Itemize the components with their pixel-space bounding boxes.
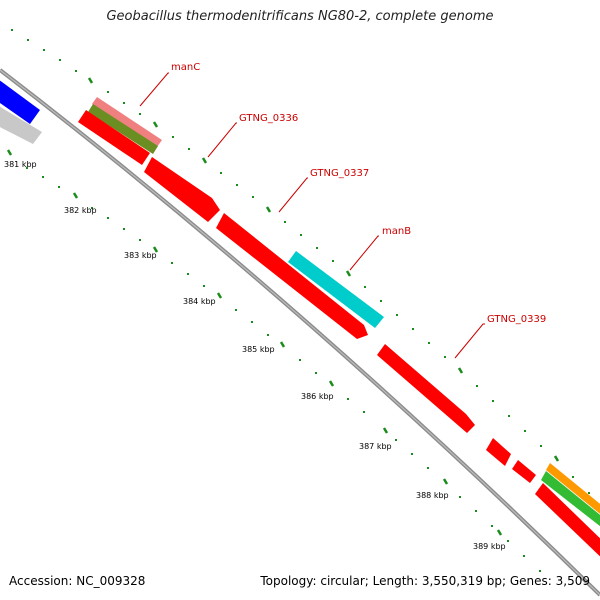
ruler-label-389: 389 kbp	[473, 542, 506, 551]
ruler-label-388: 388 kbp	[416, 491, 449, 500]
ruler-label-386: 386 kbp	[301, 392, 334, 401]
gene-label-gtng0336[interactable]: GTNG_0336	[239, 113, 298, 124]
cds-arrow-1[interactable]	[78, 110, 150, 165]
inner-ruler-ticks	[6, 149, 503, 536]
outer-ruler-ticks	[87, 77, 560, 462]
leader-manc	[139, 72, 169, 107]
feature-manc-olive[interactable]	[88, 104, 158, 154]
leader-gtng0336	[207, 122, 237, 158]
ruler-label-382: 382 kbp	[64, 206, 97, 215]
cds-arrow-small-2[interactable]	[512, 460, 536, 483]
ruler-label-384: 384 kbp	[183, 297, 216, 306]
cds-arrow-gtng0336[interactable]	[144, 157, 220, 222]
ruler-label-381: 381 kbp	[4, 160, 37, 169]
inner-ruler-dots	[26, 167, 541, 572]
feature-manc-pink[interactable]	[92, 97, 162, 147]
ruler-label-385: 385 kbp	[242, 345, 275, 354]
cds-arrow-small-1[interactable]	[486, 438, 511, 466]
leader-manb	[349, 235, 379, 271]
topology-text: Topology: circular; Length: 3,550,319 bp…	[260, 574, 590, 588]
feature-blue[interactable]	[0, 74, 40, 124]
ruler-label-387: 387 kbp	[359, 442, 392, 451]
cds-arrow-gtng0339[interactable]	[377, 344, 475, 433]
genome-backbone-highlight	[0, 69, 600, 596]
leader-gtng0337	[278, 177, 308, 213]
feature-gray[interactable]	[0, 100, 42, 144]
outer-ruler-dots	[11, 29, 590, 494]
feature-green[interactable]	[541, 471, 600, 534]
cds-arrow-edge[interactable]	[535, 483, 600, 566]
gene-label-gtng0339[interactable]: GTNG_0339	[487, 314, 546, 325]
feature-manb-cyan[interactable]	[288, 251, 384, 328]
gene-label-gtng0337[interactable]: GTNG_0337	[310, 168, 369, 179]
genome-backbone	[0, 68, 600, 597]
ruler-label-383: 383 kbp	[124, 251, 157, 260]
cds-arrow-gtng0337[interactable]	[216, 213, 368, 339]
feature-orange[interactable]	[546, 463, 600, 522]
map-title: Geobacillus thermodenitrificans NG80-2, …	[106, 9, 494, 24]
accession-text: Accession: NC_009328	[9, 574, 146, 588]
gene-label-manc[interactable]: manC	[171, 62, 200, 73]
leader-gtng0339	[454, 323, 485, 359]
gene-label-manb[interactable]: manB	[382, 226, 411, 237]
